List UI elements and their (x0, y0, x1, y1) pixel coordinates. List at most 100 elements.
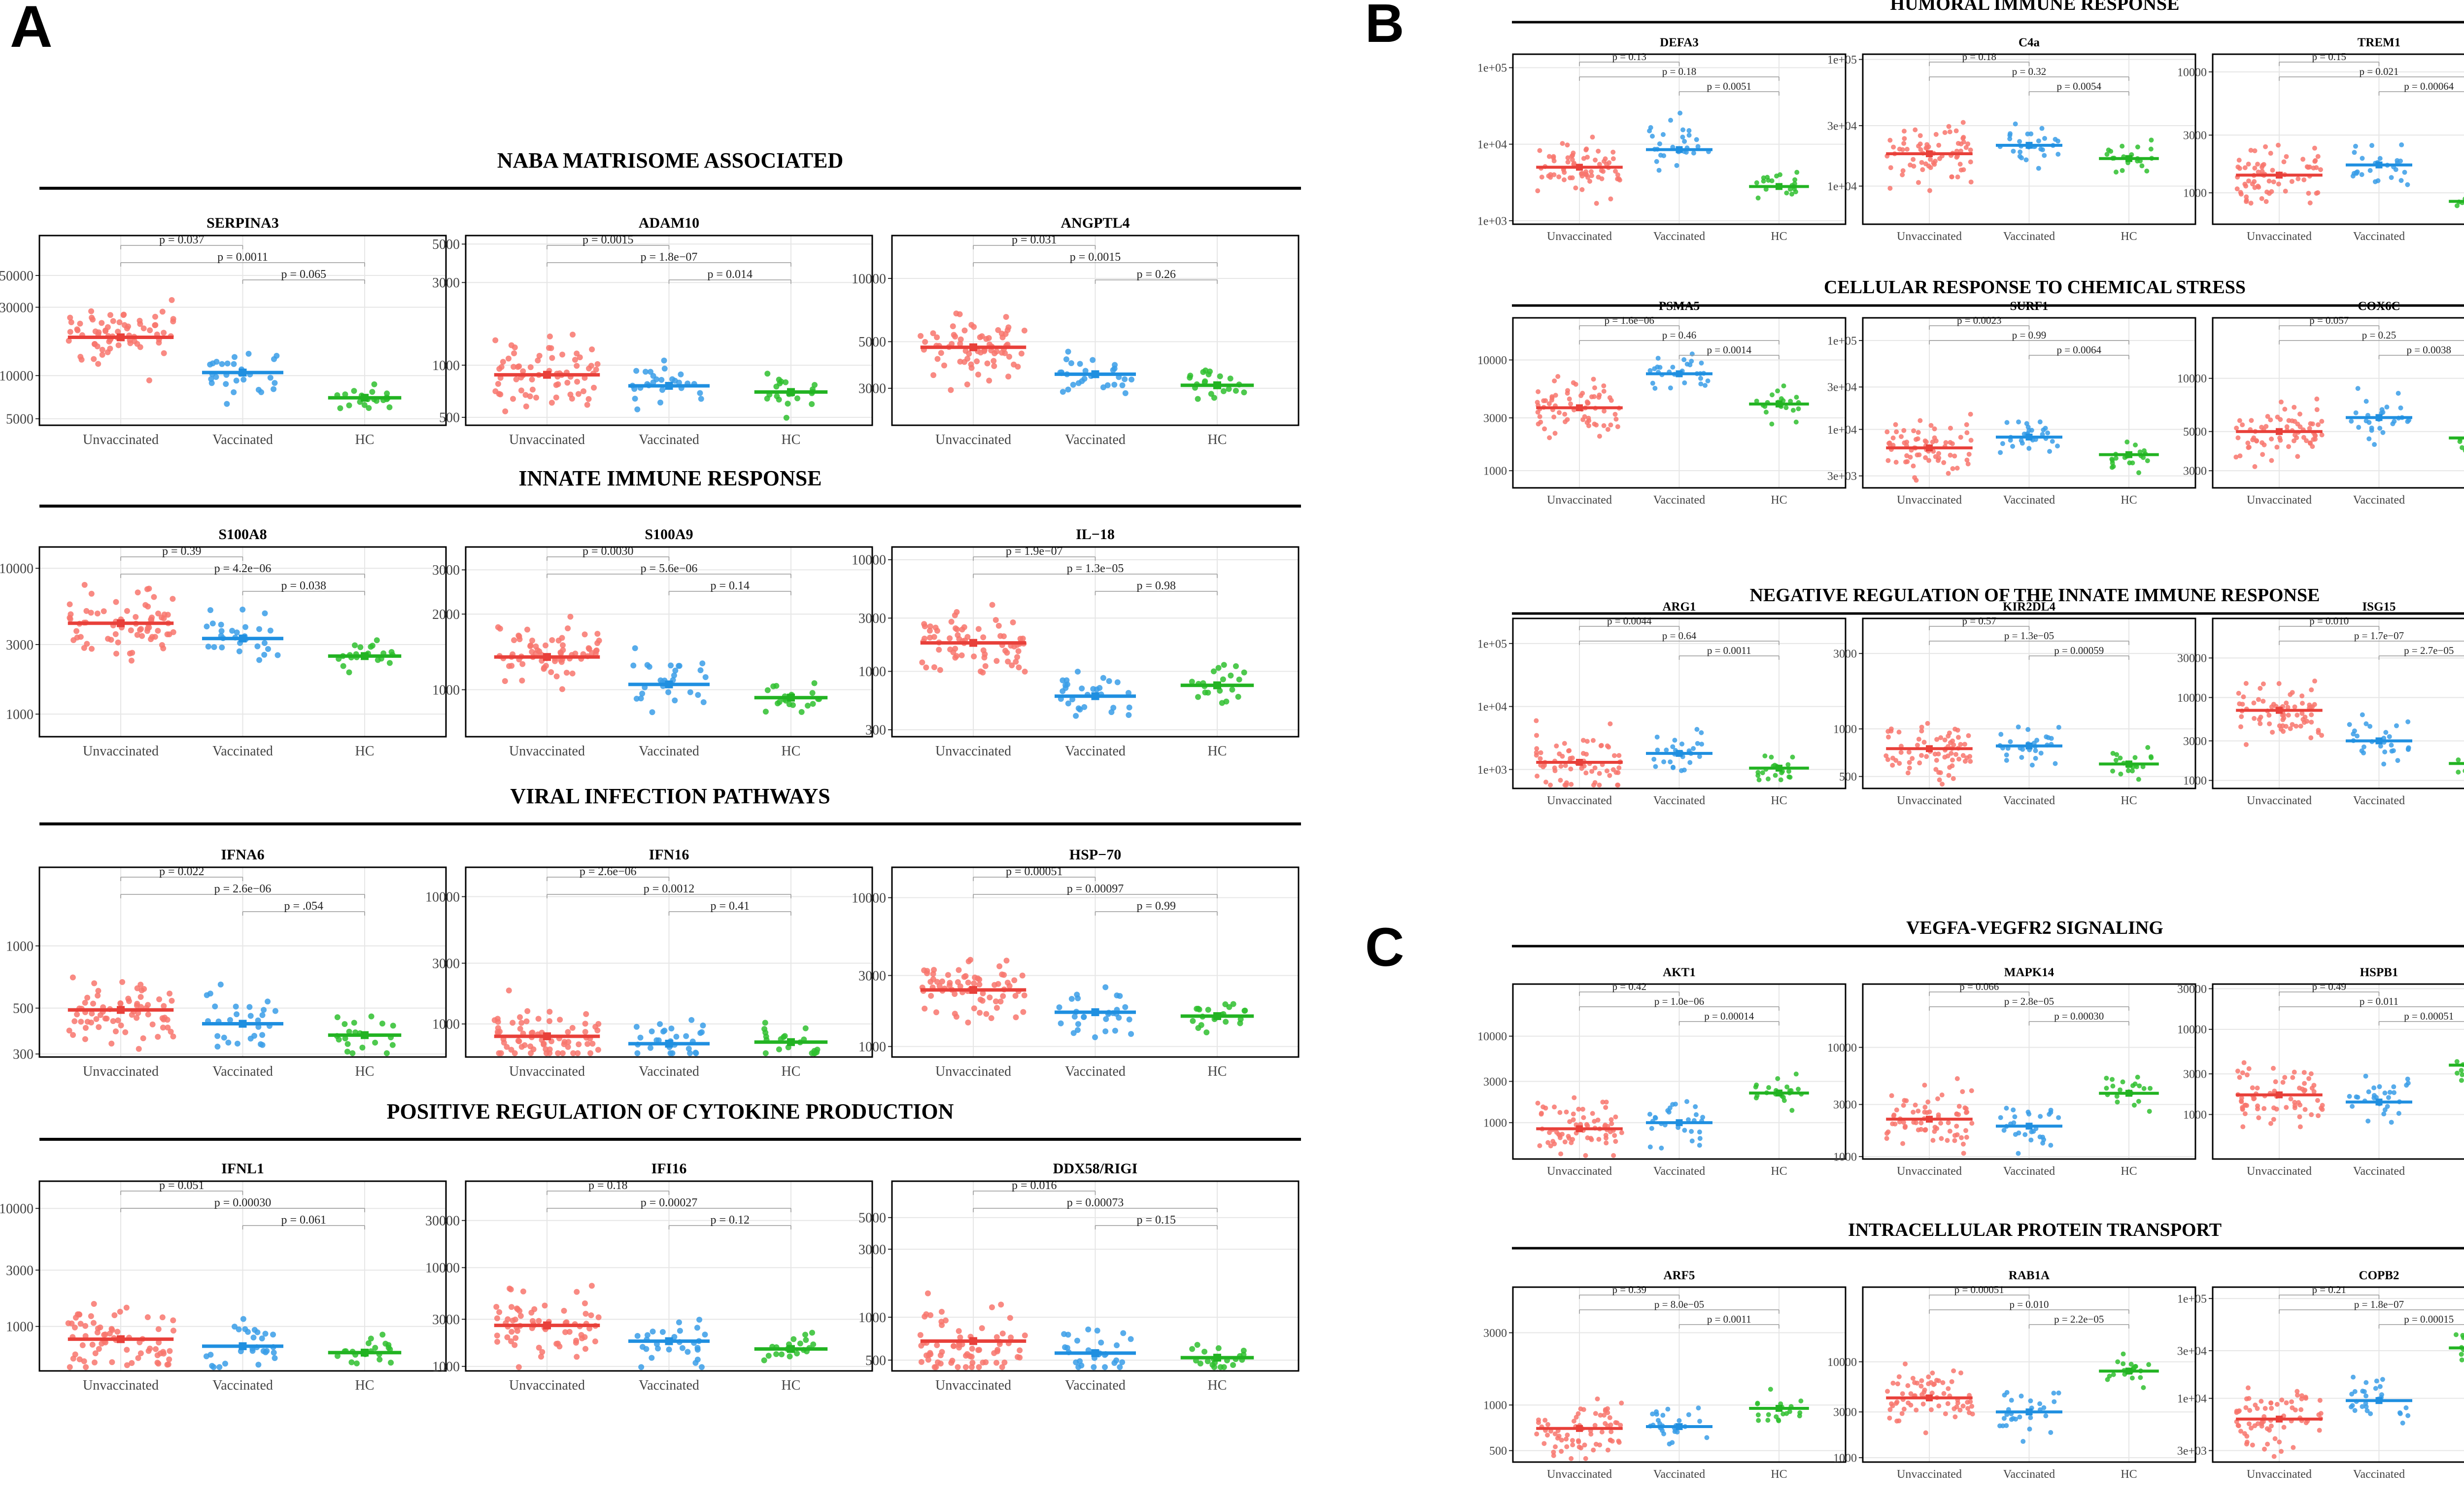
data-point (666, 1347, 672, 1353)
data-point (2258, 721, 2262, 726)
data-point (2256, 184, 2260, 189)
data-point (494, 1332, 500, 1338)
data-point (1576, 1107, 1581, 1112)
data-point (2267, 179, 2272, 184)
data-point (1117, 993, 1123, 999)
data-point (2249, 148, 2254, 153)
data-point (2239, 714, 2244, 719)
data-point (2303, 1107, 2308, 1112)
data-point (354, 1361, 360, 1366)
x-tick-label: HC (782, 432, 801, 447)
data-point (157, 1351, 163, 1357)
data-point (930, 330, 936, 336)
data-point (1062, 685, 1068, 691)
x-tick-label: HC (782, 1064, 801, 1079)
data-point (2028, 1137, 2033, 1142)
data-point (1081, 704, 1087, 710)
p-value: p = 0.00015 (2404, 1313, 2454, 1325)
panel-letter-C: C (1365, 917, 1404, 978)
data-point (2259, 196, 2264, 201)
data-point (151, 594, 157, 600)
data-point (2363, 1394, 2368, 1399)
data-point (2279, 1449, 2284, 1454)
data-point (766, 1353, 772, 1359)
data-point (1922, 1105, 1927, 1110)
data-point (2038, 1114, 2043, 1119)
data-point (2369, 428, 2374, 433)
data-point (784, 415, 789, 421)
data-point (1572, 1095, 1576, 1100)
data-point (557, 649, 563, 655)
y-tick-label: 300 (865, 723, 886, 738)
data-point (229, 628, 235, 634)
p-value: p = 0.00014 (1704, 1010, 1754, 1022)
data-point (2312, 146, 2317, 151)
data-point (2308, 201, 2313, 205)
median-marker (665, 681, 673, 688)
data-point (1961, 135, 1966, 140)
data-point (991, 358, 996, 364)
data-point (1671, 765, 1676, 770)
median-marker (117, 619, 125, 627)
data-point (271, 1350, 277, 1356)
data-point (1940, 1092, 1945, 1097)
data-point (1794, 1072, 1799, 1077)
data-point (2271, 179, 2276, 184)
data-point (1760, 770, 1765, 775)
data-point (2299, 1393, 2304, 1398)
data-point (986, 377, 992, 383)
data-point (933, 1009, 939, 1015)
data-point (2396, 1111, 2401, 1116)
data-point (117, 1309, 123, 1315)
data-point (1656, 1418, 1661, 1423)
data-point (1913, 1103, 1918, 1108)
p-value: p = 0.00051 (1954, 1284, 2004, 1296)
data-point (1957, 1407, 1962, 1412)
data-point (1615, 783, 1620, 787)
data-point (574, 1289, 580, 1295)
data-point (2380, 430, 2385, 435)
data-point (2377, 426, 2382, 431)
data-point (1694, 727, 1699, 732)
data-point (2290, 690, 2295, 695)
data-point (1551, 414, 1556, 419)
data-point (776, 397, 782, 403)
data-point (524, 1008, 530, 1014)
data-point (672, 697, 678, 703)
data-point (1952, 1138, 1957, 1143)
data-point (1201, 1349, 1207, 1355)
data-point (2017, 139, 2022, 144)
data-point (1534, 750, 1539, 755)
data-point (1590, 1111, 1595, 1116)
data-point (2312, 679, 2317, 683)
data-point (2364, 399, 2369, 404)
chart-title: MAPK14 (2004, 966, 2054, 979)
data-point (1938, 735, 1943, 740)
data-point (2400, 1421, 2405, 1426)
data-point (1583, 1456, 1588, 1461)
data-point (2036, 138, 2041, 143)
data-point (1065, 349, 1071, 355)
data-point (352, 642, 358, 648)
data-point (2276, 181, 2281, 186)
data-point (379, 1021, 385, 1026)
data-point (2298, 424, 2303, 429)
data-point (1968, 759, 1973, 764)
x-tick-label: Unvaccinated (1547, 494, 1612, 507)
data-point (207, 607, 213, 613)
data-point (1894, 460, 1899, 465)
data-point (589, 650, 595, 656)
data-point (802, 1331, 808, 1337)
y-tick-label: 10000 (1827, 1356, 1857, 1369)
data-point (1668, 118, 1673, 123)
data-point (2243, 1405, 2248, 1410)
y-tick-label: 3000 (432, 1312, 460, 1328)
data-point (2002, 1128, 2007, 1133)
chart-title: IFNL1 (221, 1160, 264, 1177)
data-point (1110, 367, 1116, 373)
data-point (70, 637, 76, 643)
data-point (2244, 1441, 2249, 1446)
data-point (673, 1034, 679, 1040)
